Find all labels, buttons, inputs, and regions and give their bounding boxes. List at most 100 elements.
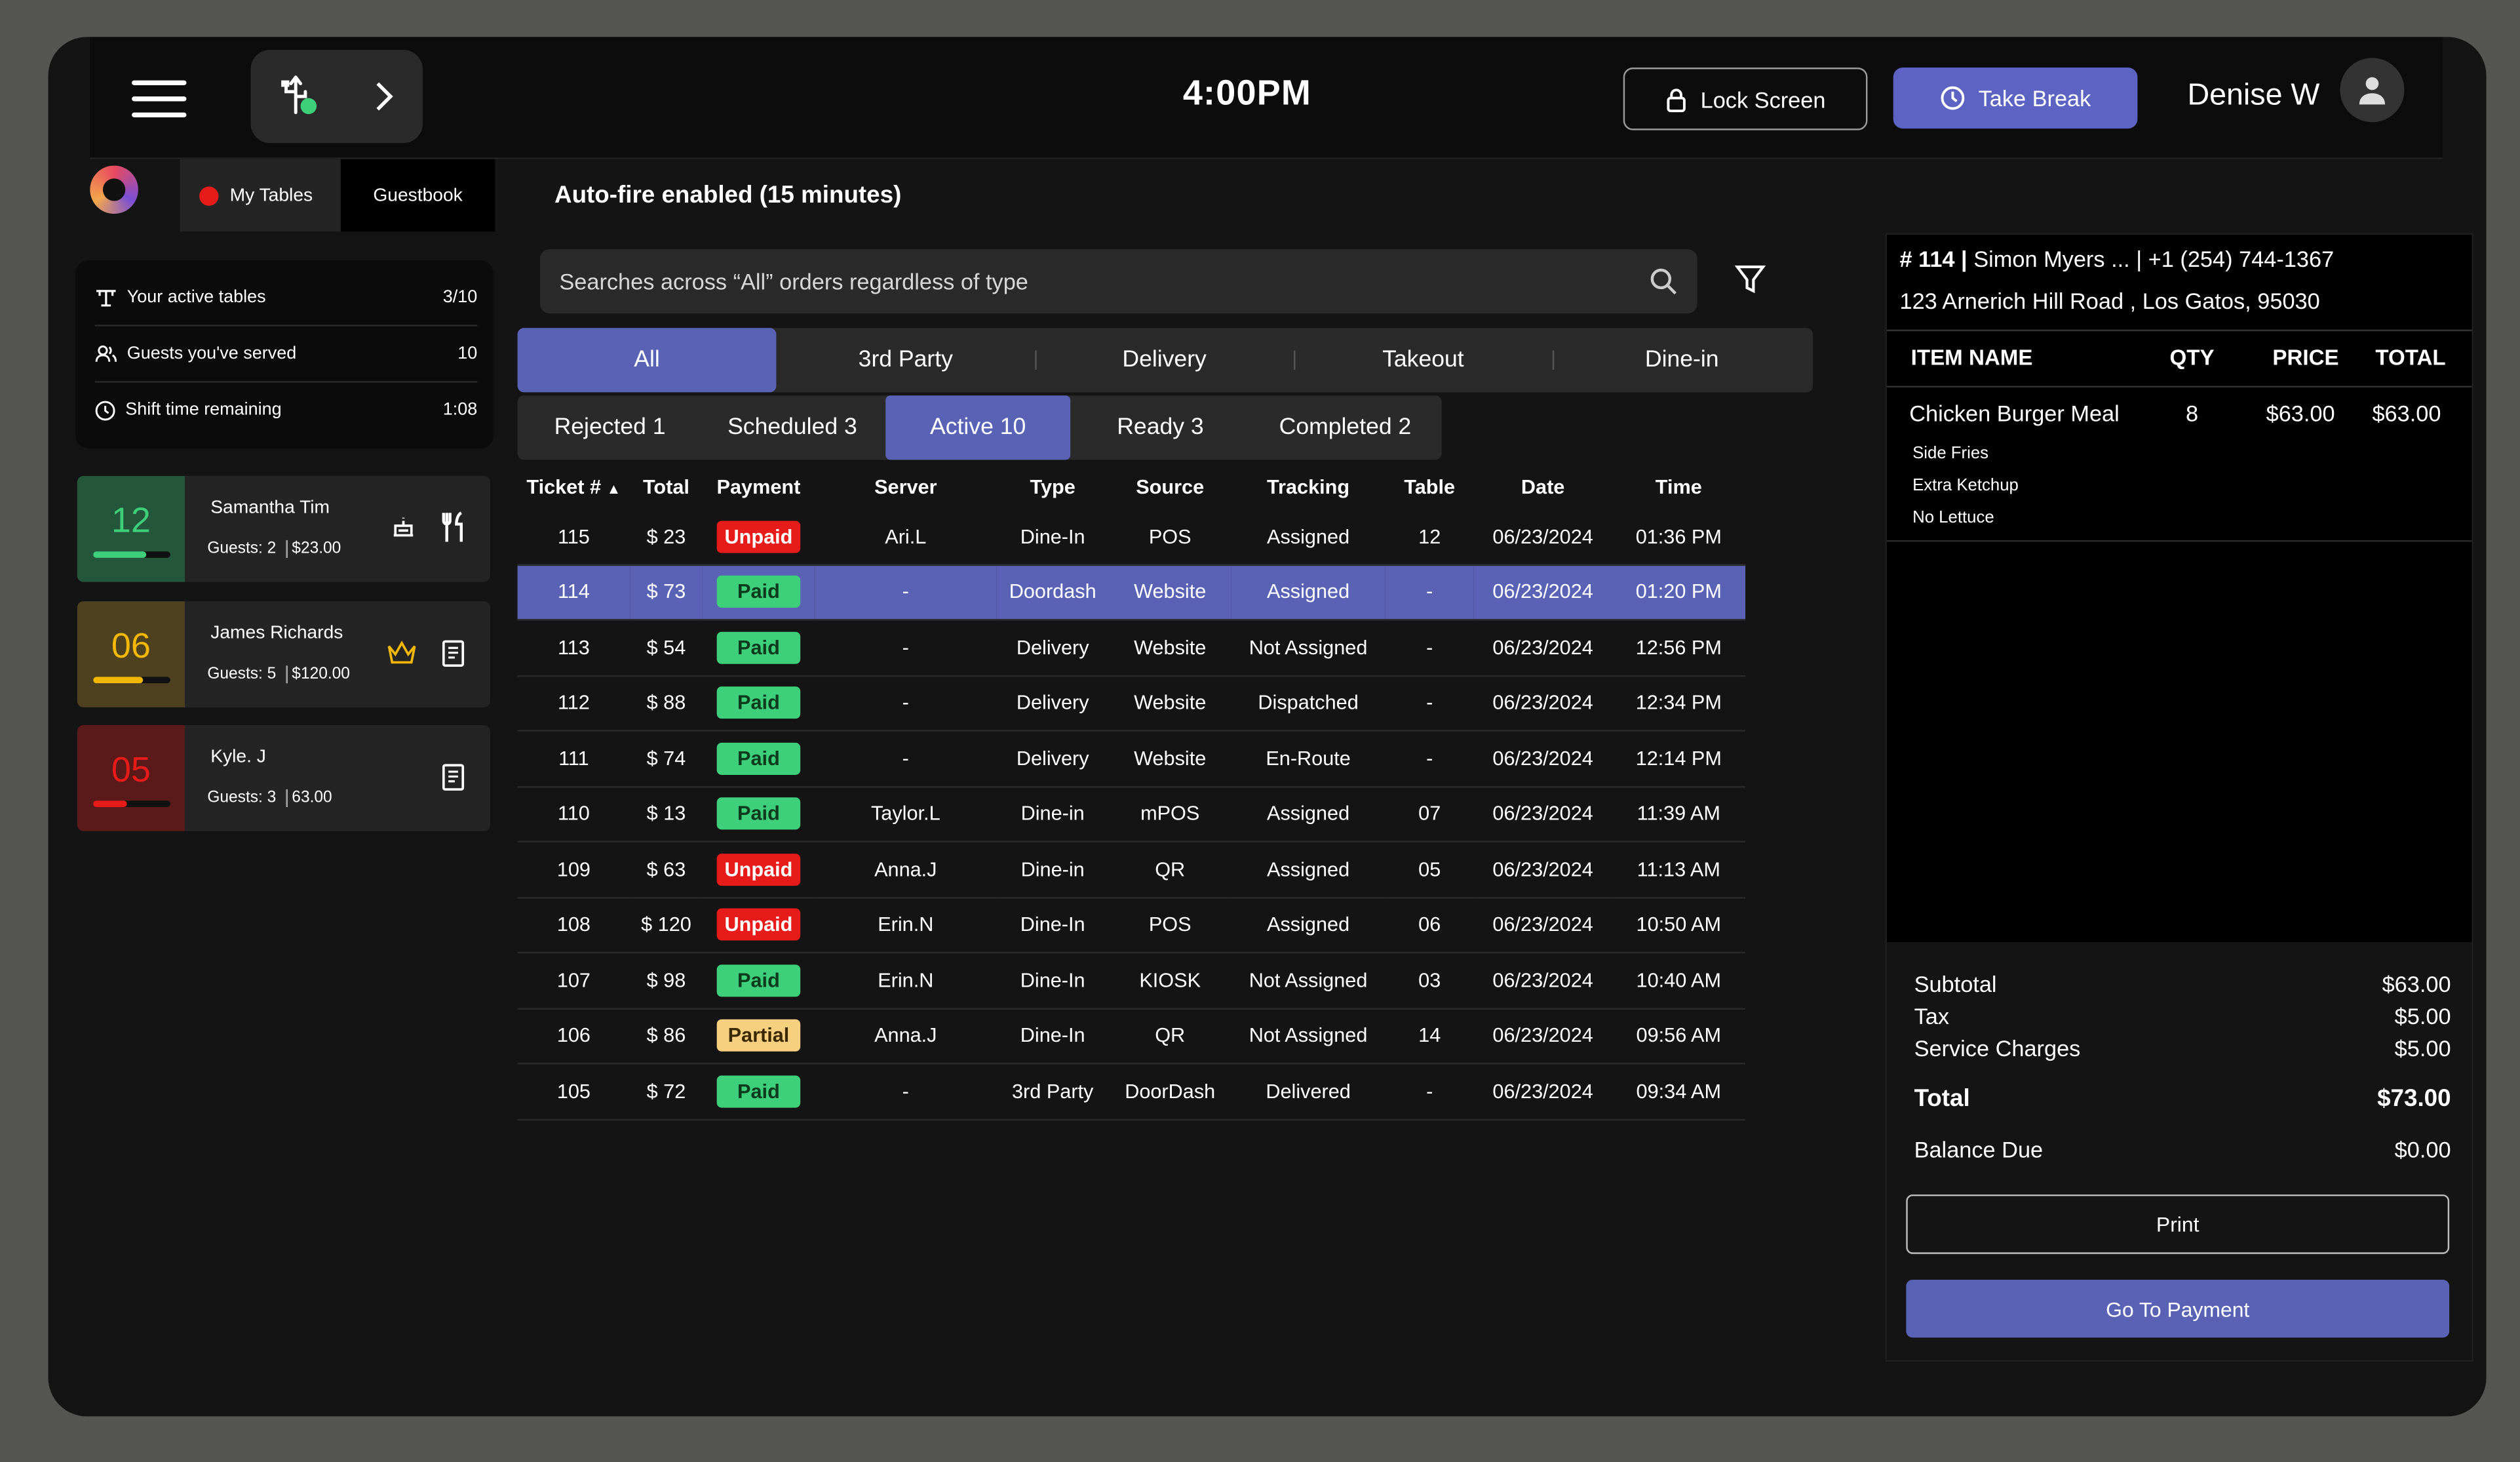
cell-tracking: Delivered [1231, 1063, 1386, 1120]
tab-dine-in[interactable]: Dine-in [1644, 347, 1719, 373]
user-name: Denise W [2187, 79, 2320, 113]
print-button[interactable]: Print [1906, 1194, 2450, 1254]
tab-completed[interactable]: Completed 2 [1279, 414, 1412, 441]
col-time[interactable]: Time [1655, 475, 1702, 499]
cell-server: Taylor.L [815, 786, 997, 842]
cell-type: Dine-In [996, 897, 1110, 954]
cell-source: Website [1109, 730, 1231, 787]
cell-server: - [815, 1063, 997, 1120]
table-card-06[interactable]: 06 James Richards Guests: 5 $120.00 [77, 601, 490, 707]
table-row[interactable]: 114 $ 73 Paid - Doordash Website Assigned -06/2… [517, 564, 1746, 621]
cell-source: POS [1109, 509, 1231, 565]
table-row[interactable]: 106 $ 86 Partial Anna.J Dine-In QR Not Assigne… [517, 1008, 1746, 1065]
bell-cake-icon[interactable] [389, 511, 417, 540]
cell-ticket: 105 [517, 1063, 630, 1120]
col-payment[interactable]: Payment [716, 475, 801, 499]
cell-type: Doordash [996, 564, 1110, 621]
payment-status-badge: Paid [716, 631, 801, 664]
tab-takeout[interactable]: Takeout [1382, 347, 1464, 373]
cell-total: $ 98 [630, 952, 703, 1009]
utensils-icon[interactable] [440, 511, 469, 543]
clock-icon [95, 400, 115, 420]
table-row[interactable]: 107 $ 98 Paid Erin.N Dine-In KIOSK Not Assigne… [517, 952, 1746, 1009]
guest-name: Kyle. J [210, 747, 266, 767]
col-server[interactable]: Server [874, 475, 937, 499]
total-value: $73.00 [2377, 1085, 2451, 1113]
table-icon [96, 290, 116, 307]
cell-type: Delivery [996, 620, 1110, 677]
tab-rejected[interactable]: Rejected 1 [554, 414, 666, 441]
cell-date: 06/23/2024 [1473, 1063, 1612, 1120]
chevron-right-icon[interactable] [371, 81, 397, 113]
search-input[interactable]: Searches across “All” orders regardless … [539, 249, 1697, 314]
take-break-button[interactable]: Take Break [1893, 67, 2138, 129]
cell-time: 09:34 AM [1612, 1063, 1746, 1120]
guest-count: Guests: 3 [207, 789, 277, 808]
table-row[interactable]: 112 $ 88 Paid - Delivery Website Dispatched -06… [517, 675, 1746, 732]
table-row[interactable]: 113 $ 54 Paid - Delivery Website Not Assigned -… [517, 620, 1746, 677]
cell-tracking: Dispatched [1231, 675, 1386, 732]
filter-icon[interactable] [1734, 264, 1766, 296]
lock-screen-button[interactable]: Lock Screen [1623, 67, 1868, 130]
tab-all[interactable]: All [517, 328, 777, 393]
payment-status-badge: Unpaid [716, 909, 801, 941]
col-source[interactable]: Source [1136, 475, 1205, 499]
table-row[interactable]: 111 $ 74 Paid - Delivery Website En-Route -06/2… [517, 730, 1746, 787]
cell-tracking: En-Route [1231, 730, 1386, 787]
order-columns: ITEM NAME QTY PRICE TOTAL [1886, 329, 2472, 387]
cell-date: 06/23/2024 [1473, 509, 1612, 565]
table-number-badge: 12 [77, 475, 185, 582]
col-total[interactable]: Total [642, 475, 689, 499]
search-icon[interactable] [1649, 267, 1678, 296]
go-to-payment-button[interactable]: Go To Payment [1906, 1279, 2450, 1338]
receipt-icon[interactable] [440, 764, 466, 793]
cell-table: - [1385, 620, 1474, 677]
table-card-12[interactable]: 12 Samantha Tim Guests: 2 $23.00 [77, 475, 490, 582]
tax-label: Tax [1914, 1003, 1950, 1029]
service-label: Service Charges [1914, 1035, 2081, 1061]
balance-value: $0.00 [2394, 1136, 2451, 1162]
customer-phone: +1 (254) 744-1367 [2148, 246, 2335, 272]
tab-my-tables[interactable]: My Tables [180, 159, 341, 232]
cell-server: - [815, 620, 997, 677]
tax-row: Tax $5.00 [1914, 1003, 2451, 1029]
col-table[interactable]: Table [1404, 475, 1456, 499]
table-row[interactable]: 108 $ 120 Unpaid Erin.N Dine-In POS Assigned 06… [517, 897, 1746, 954]
col-type[interactable]: Type [1030, 475, 1076, 499]
autofire-notice: Auto-fire enabled (15 minutes) [554, 182, 902, 209]
tab-ready[interactable]: Ready 3 [1117, 414, 1204, 441]
stat-guests-served: Guests you've served 10 [94, 326, 478, 383]
cell-ticket: 109 [517, 841, 630, 898]
table-card-05[interactable]: 05 Kyle. J Guests: 3 63.00 [77, 724, 490, 831]
cell-time: 12:34 PM [1612, 675, 1746, 732]
tab-3rd-party[interactable]: 3rd Party [858, 347, 953, 373]
subtotal-value: $63.00 [2382, 971, 2451, 997]
table-row[interactable]: 110 $ 13 Paid Taylor.L Dine-in mPOS Assigned 07… [517, 786, 1746, 842]
tab-scheduled[interactable]: Scheduled 3 [727, 414, 857, 441]
payment-status-badge: Paid [716, 686, 801, 719]
cell-table: 03 [1385, 952, 1474, 1009]
col-date[interactable]: Date [1521, 475, 1565, 499]
table-row[interactable]: 115 $ 23 Unpaid Ari.L Dine-In POS Assigned 12 06… [517, 509, 1746, 565]
stat-value: 10 [457, 344, 478, 364]
route-widget[interactable] [250, 50, 423, 144]
tab-delivery[interactable]: Delivery [1122, 347, 1207, 373]
table-number: 12 [111, 500, 151, 540]
col-tracking[interactable]: Tracking [1267, 475, 1350, 499]
receipt-icon[interactable] [440, 640, 466, 669]
avatar[interactable] [2340, 58, 2405, 123]
cell-time: 10:50 AM [1612, 897, 1746, 954]
table-row[interactable]: 109 $ 63 Unpaid Anna.J Dine-in QR Assigned 05 06… [517, 841, 1746, 898]
item-modifier: Extra Ketchup [1912, 475, 2019, 496]
tab-active[interactable]: Active 10 [885, 395, 1071, 460]
table-row[interactable]: 105 $ 72 Paid -3rd Party DoorDash Delivered -0… [517, 1063, 1746, 1120]
cell-tracking: Assigned [1231, 841, 1386, 898]
col-ticket[interactable]: Ticket # ▲ [518, 465, 630, 510]
tab-guestbook[interactable]: Guestbook [340, 159, 495, 232]
table-amount: $120.00 [292, 665, 350, 684]
cell-time: 11:39 AM [1612, 786, 1746, 842]
menu-icon[interactable] [132, 80, 187, 118]
cell-total: $ 23 [630, 509, 703, 565]
cell-ticket: 111 [517, 730, 630, 787]
sort-asc-icon[interactable]: ▲ [606, 481, 621, 497]
